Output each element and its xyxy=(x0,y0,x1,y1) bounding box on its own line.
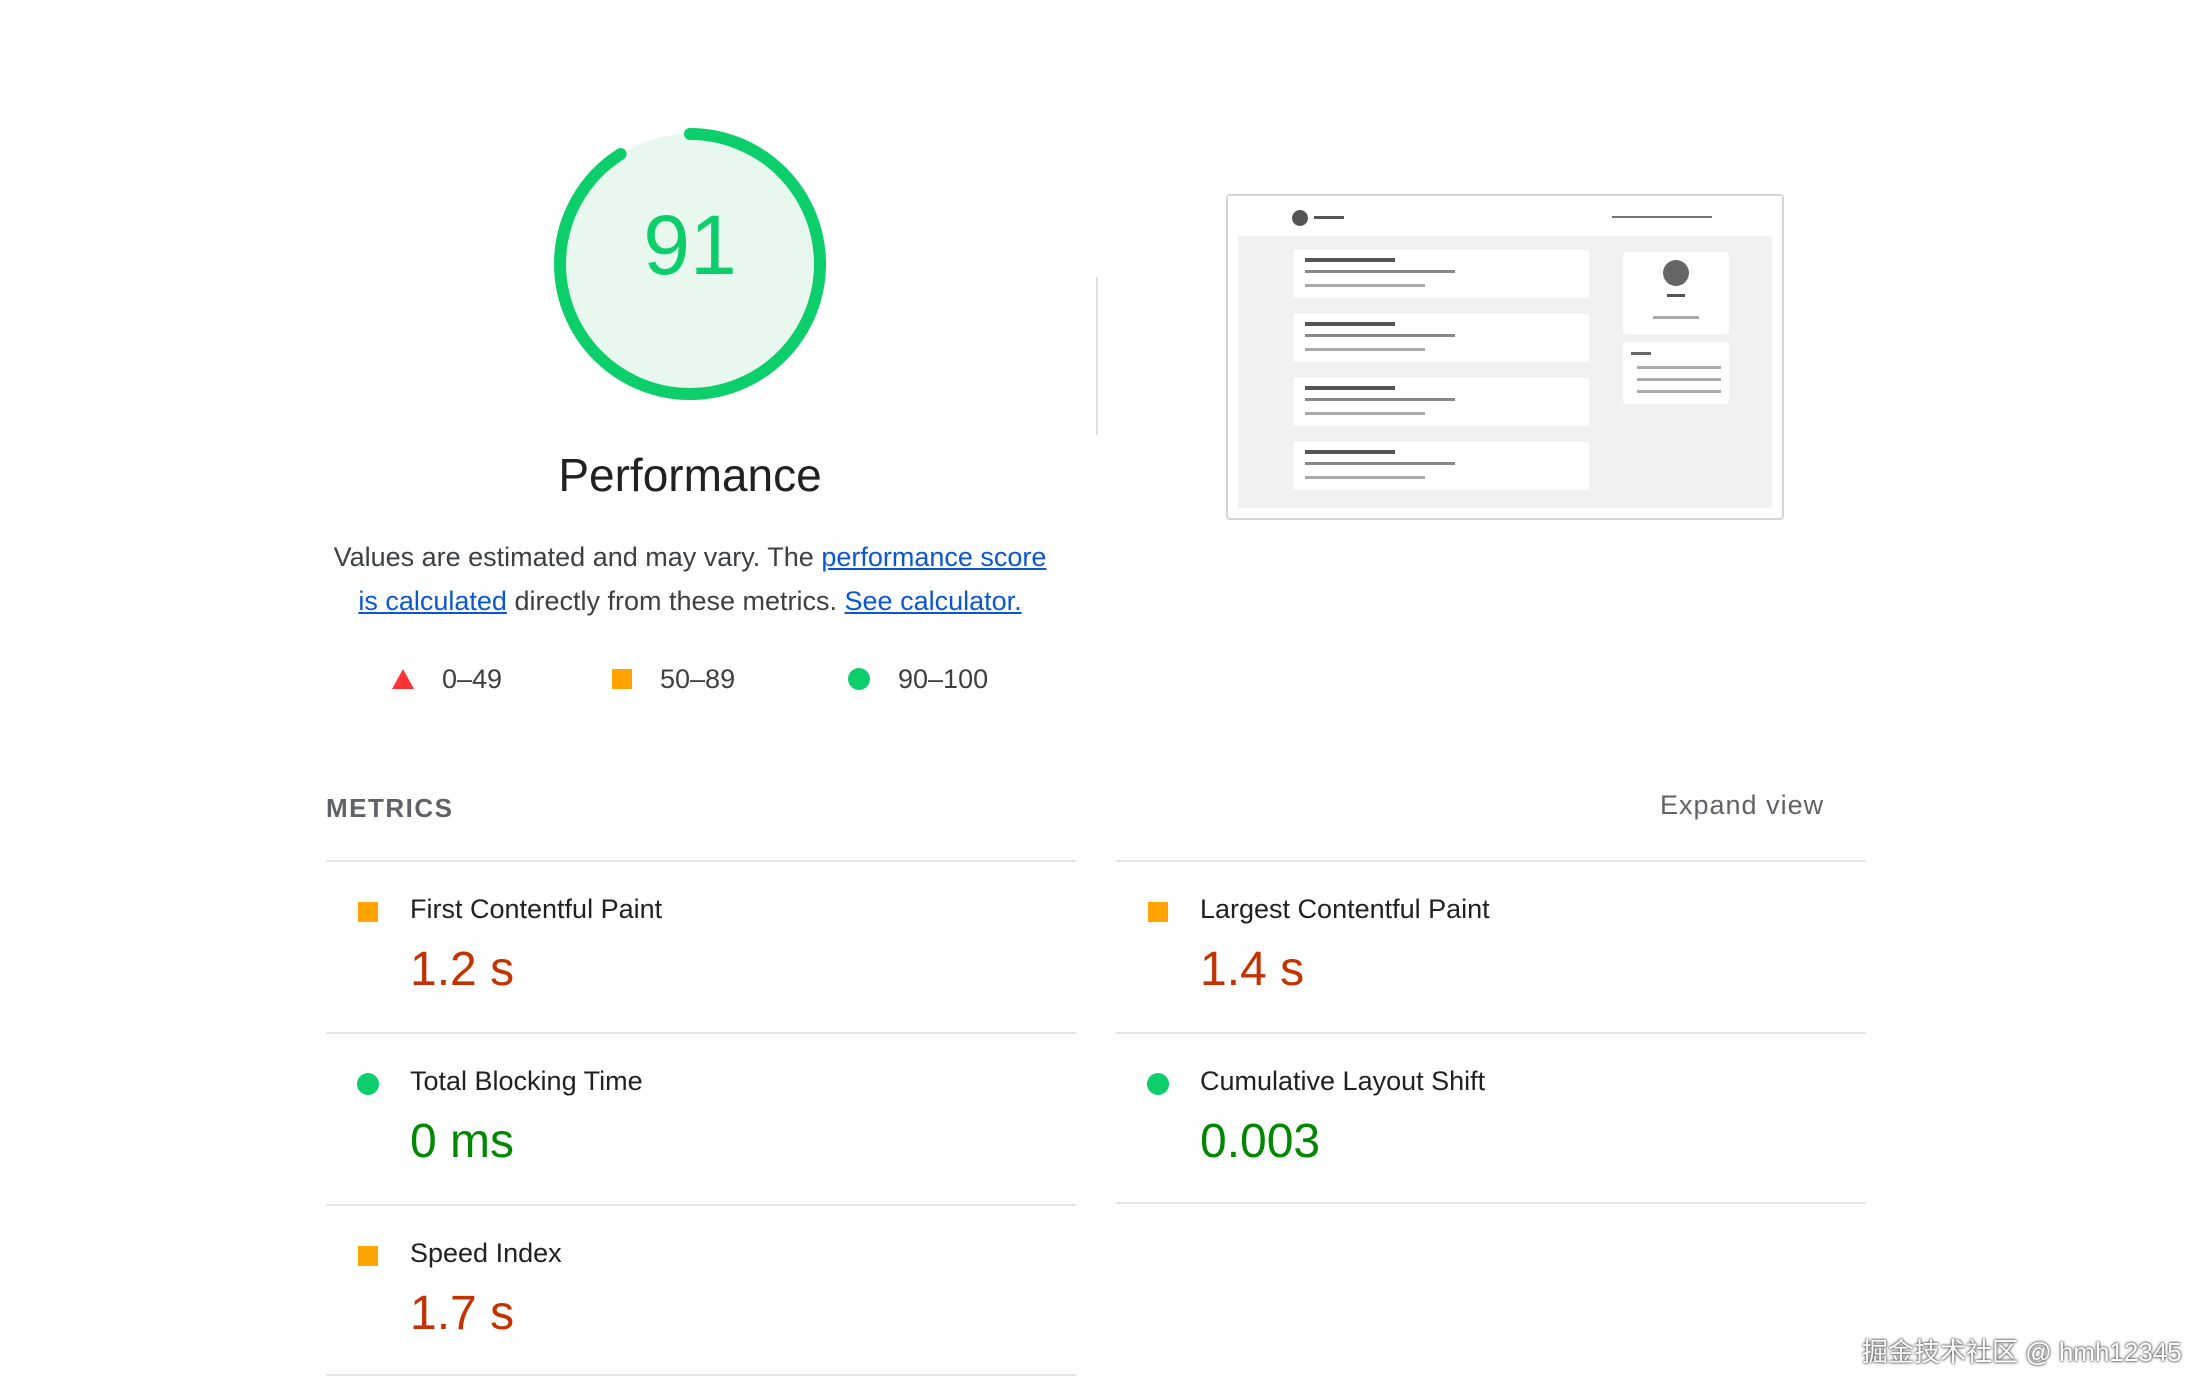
triangle-icon xyxy=(392,669,414,689)
legend-label: 50–89 xyxy=(660,663,736,694)
square-icon xyxy=(358,902,378,922)
description-text: Values are estimated and may vary. The xyxy=(333,542,822,572)
metric-name: Cumulative Layout Shift xyxy=(1200,1066,1486,1096)
metric-name: First Contentful Paint xyxy=(410,894,663,924)
legend-average: 50–89 xyxy=(612,662,735,696)
metric-value: 1.2 s xyxy=(410,943,515,996)
is-calculated-link[interactable]: is calculated xyxy=(358,586,507,616)
legend-pass: 90–100 xyxy=(848,662,988,696)
gauge-fill xyxy=(560,134,820,394)
divider xyxy=(1116,860,1866,862)
see-calculator-link[interactable]: See calculator. xyxy=(844,586,1022,616)
legend-label: 0–49 xyxy=(442,663,503,694)
metric-value: 0.003 xyxy=(1200,1115,1321,1168)
description-text-middle: directly from these metrics. xyxy=(506,586,845,616)
metric-value: 1.4 s xyxy=(1200,943,1305,996)
thumbnail-body xyxy=(1238,236,1772,508)
legend-fail: 0–49 xyxy=(392,662,502,696)
metrics-label: METRICS xyxy=(326,793,454,823)
thumbnail-navbar xyxy=(1228,196,1782,236)
thumbnail-post-card xyxy=(1293,378,1589,426)
metric-largest-contentful-paint: Largest Contentful Paint 1.4 s xyxy=(1116,862,1866,1032)
metric-cumulative-layout-shift: Cumulative Layout Shift 0.003 xyxy=(1116,1034,1866,1204)
watermark: 掘金技术社区 @ hmh12345 xyxy=(1862,1337,2182,1367)
metric-value: 1.7 s xyxy=(410,1287,515,1340)
thumbnail-tags-card xyxy=(1623,342,1729,404)
performance-score: 91 xyxy=(643,198,737,292)
performance-gauge xyxy=(554,128,826,400)
metric-speed-index: Speed Index 1.7 s xyxy=(326,1206,1076,1376)
divider xyxy=(326,1374,1076,1376)
divider xyxy=(326,1204,1076,1206)
performance-score-link[interactable]: performance score xyxy=(821,542,1047,572)
metric-value: 0 ms xyxy=(410,1115,515,1168)
metric-total-blocking-time: Total Blocking Time 0 ms xyxy=(326,1034,1076,1204)
legend-label: 90–100 xyxy=(898,663,989,694)
gauge-arc xyxy=(554,128,826,400)
square-icon xyxy=(358,1246,378,1266)
thumbnail-post-card xyxy=(1293,442,1589,490)
vertical-divider xyxy=(1096,277,1098,435)
gauge-title: Performance xyxy=(558,449,822,501)
divider xyxy=(1116,1202,1866,1204)
metric-name: Largest Contentful Paint xyxy=(1200,894,1490,924)
circle-icon xyxy=(1147,1073,1169,1095)
metric-name: Total Blocking Time xyxy=(410,1066,643,1096)
thumbnail-post-card xyxy=(1293,314,1589,362)
square-icon xyxy=(1148,902,1168,922)
square-icon xyxy=(612,669,632,689)
divider xyxy=(326,1032,1076,1034)
expand-view-button[interactable]: Expand view xyxy=(1660,790,1825,820)
thumbnail-post-card xyxy=(1293,250,1589,298)
final-screenshot-thumbnail[interactable] xyxy=(1226,194,1784,520)
metric-name: Speed Index xyxy=(410,1238,562,1268)
avatar xyxy=(1292,210,1308,226)
metric-first-contentful-paint: First Contentful Paint 1.2 s xyxy=(326,862,1076,1032)
divider xyxy=(326,860,1076,862)
divider xyxy=(1116,1032,1866,1034)
score-description: Values are estimated and may vary. The p… xyxy=(320,535,1060,623)
circle-icon xyxy=(357,1073,379,1095)
thumbnail-profile-card xyxy=(1623,252,1729,334)
circle-icon xyxy=(848,668,870,690)
